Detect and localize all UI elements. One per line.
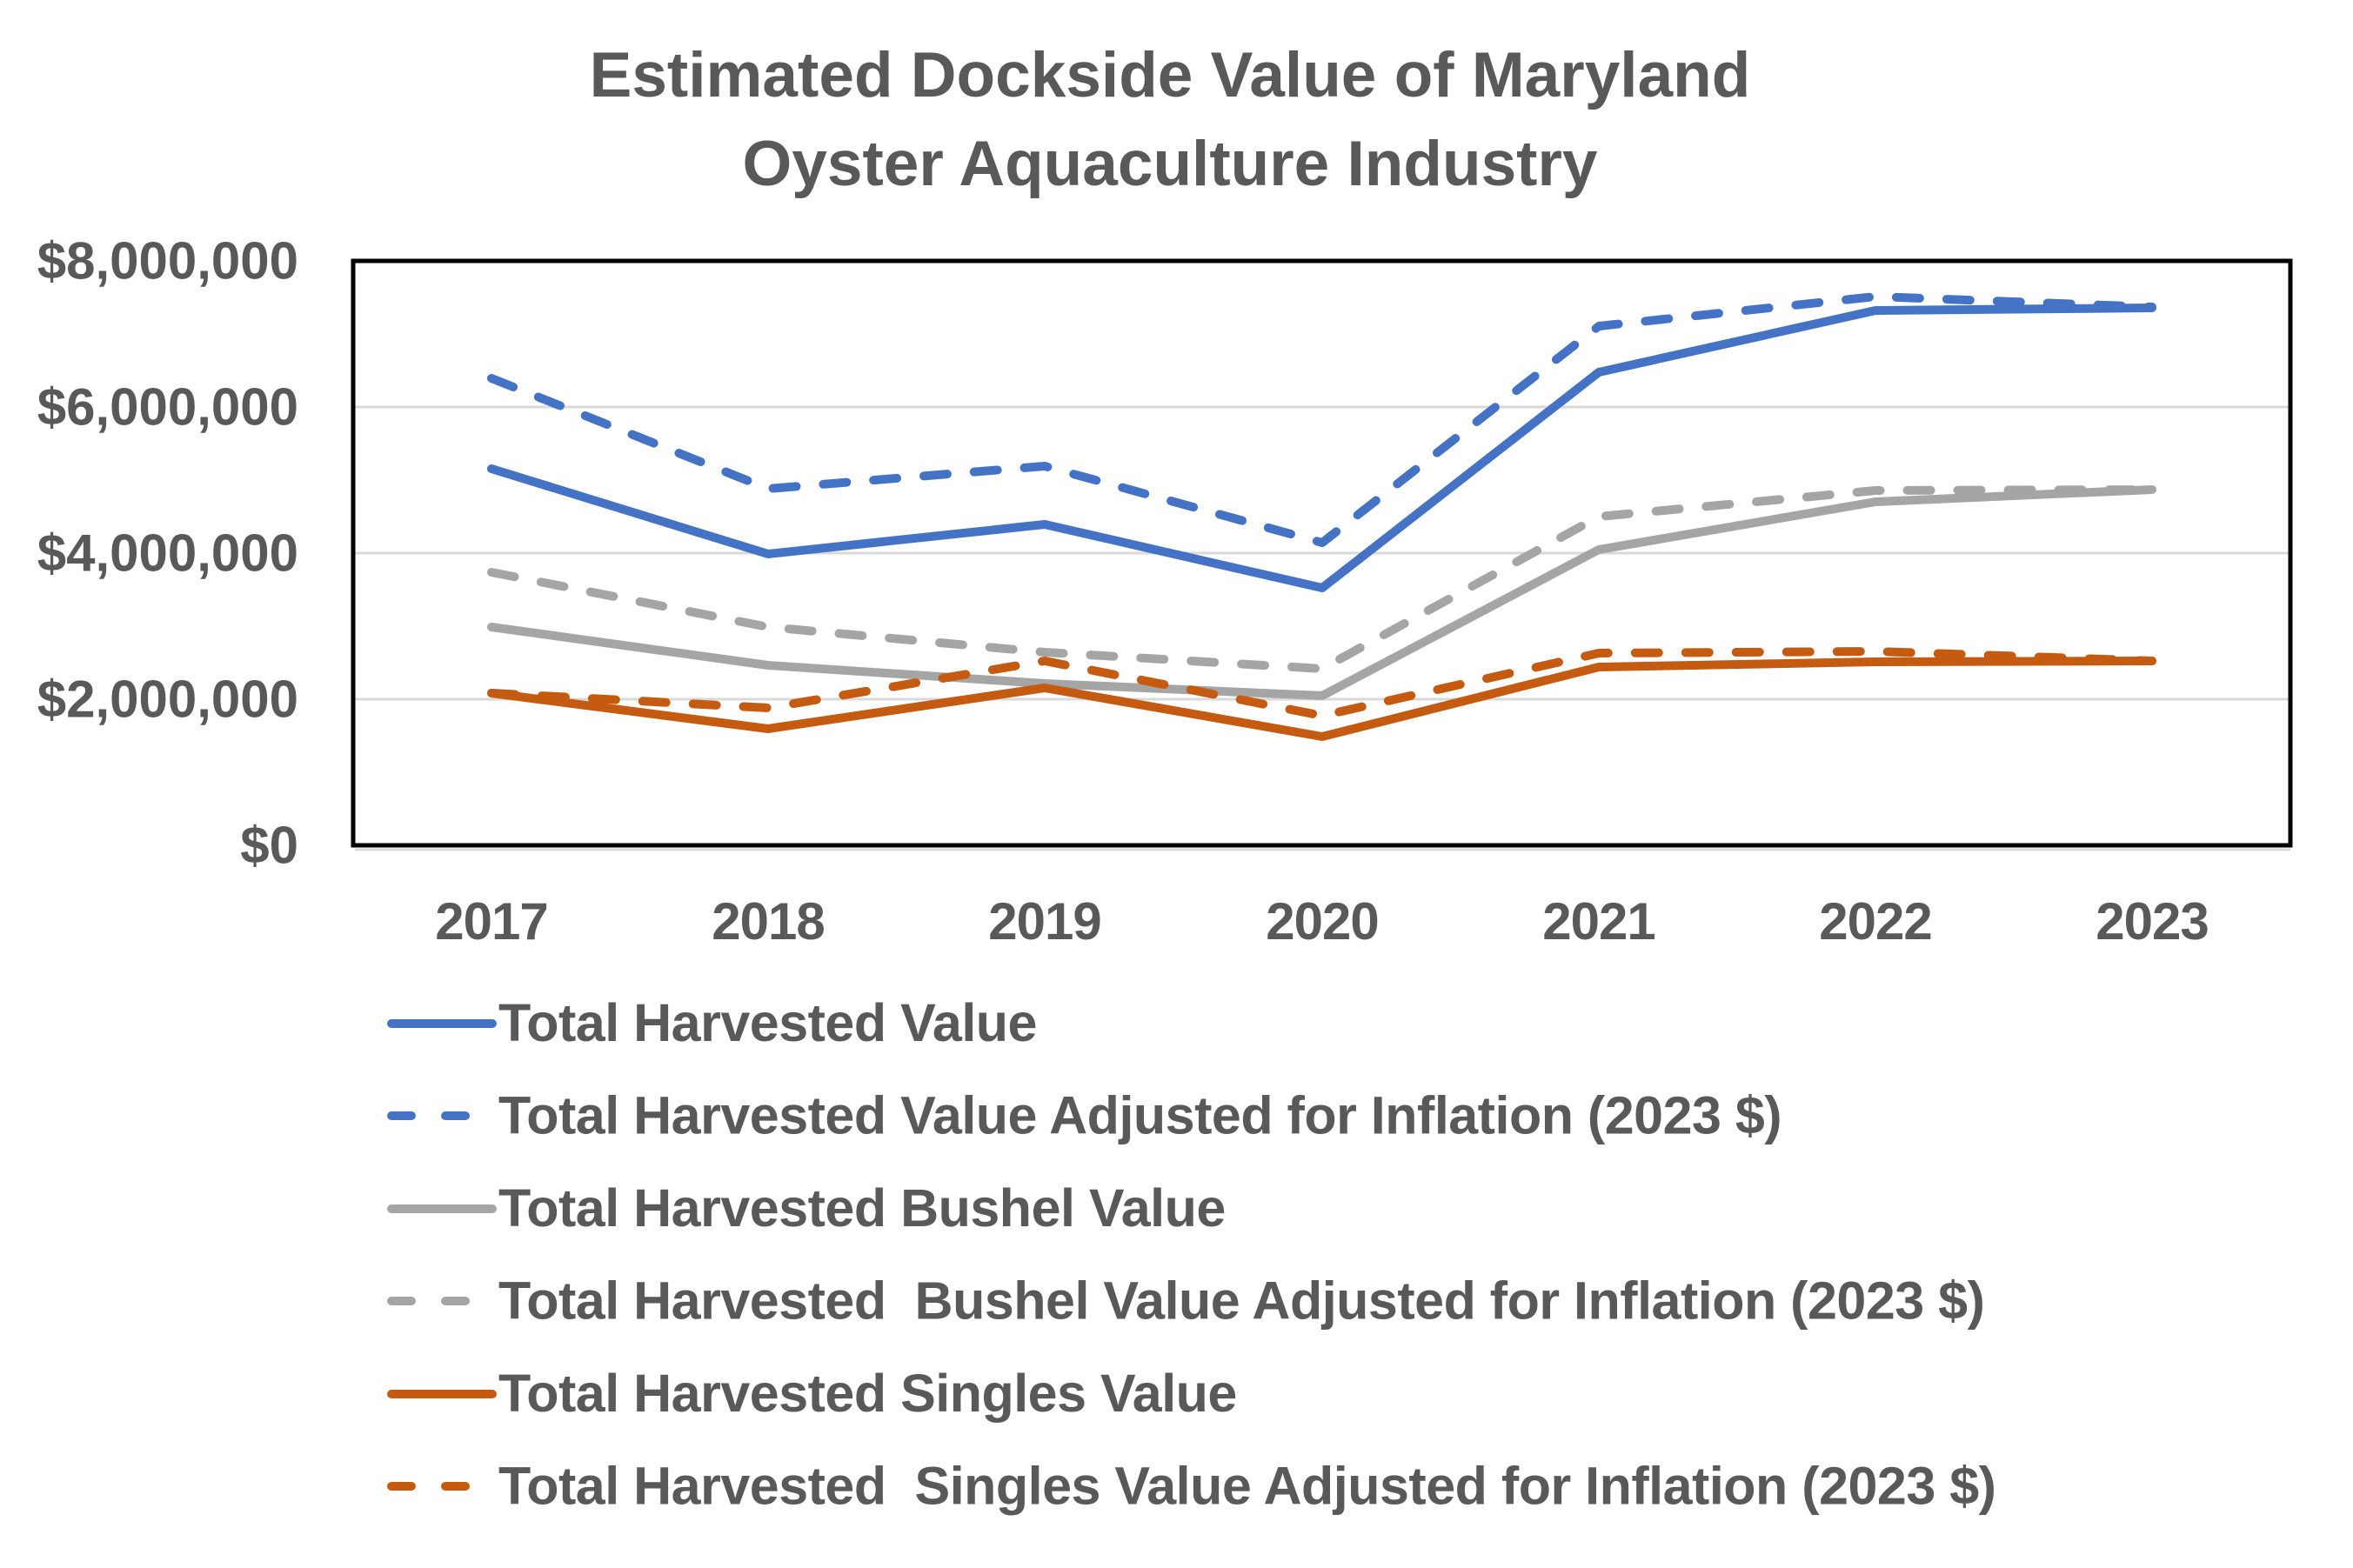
- svg-text:$0: $0: [240, 817, 298, 875]
- svg-text:$2,000,000: $2,000,000: [37, 671, 298, 729]
- svg-text:$8,000,000: $8,000,000: [37, 232, 298, 290]
- svg-text:2020: 2020: [1266, 892, 1378, 951]
- svg-text:Total Harvested Value: Total Harvested Value: [498, 993, 1037, 1052]
- svg-text:Total Harvested Singles Value: Total Harvested Singles Value Adjusted f…: [498, 1457, 1995, 1516]
- svg-text:$6,000,000: $6,000,000: [37, 378, 298, 437]
- svg-text:2019: 2019: [988, 892, 1100, 951]
- svg-text:Total Harvested Bushel Value: Total Harvested Bushel Value: [498, 1178, 1226, 1238]
- svg-text:Estimated Dockside Value of Ma: Estimated Dockside Value of Maryland: [590, 40, 1751, 110]
- svg-text:2018: 2018: [712, 892, 824, 951]
- svg-text:Total Harvested Singles Value: Total Harvested Singles Value: [498, 1364, 1237, 1423]
- svg-text:2017: 2017: [435, 892, 547, 951]
- svg-text:Total Harvested Value Adjusted: Total Harvested Value Adjusted for Infla…: [498, 1086, 1781, 1145]
- svg-text:Total Harvested Bushel Value: Total Harvested Bushel Value Adjusted fo…: [498, 1271, 1984, 1331]
- svg-text:2022: 2022: [1819, 892, 1931, 951]
- svg-text:2021: 2021: [1542, 892, 1654, 951]
- svg-text:2023: 2023: [2096, 892, 2208, 951]
- svg-text:Oyster Aquaculture Industry: Oyster Aquaculture Industry: [742, 129, 1597, 199]
- svg-text:$4,000,000: $4,000,000: [37, 524, 298, 583]
